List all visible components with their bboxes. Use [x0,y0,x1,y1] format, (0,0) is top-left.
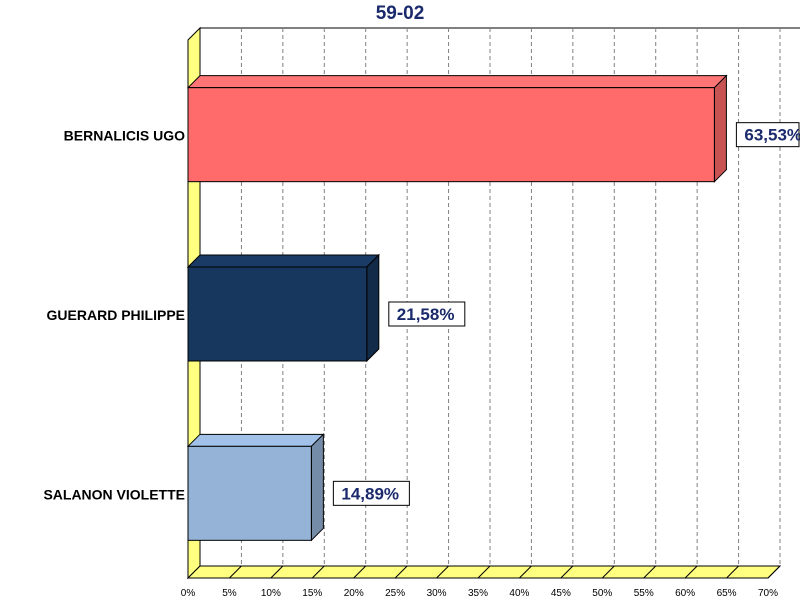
x-tick-label: 30% [427,588,447,599]
data-label: 63,53% [744,126,800,145]
x-tick-label: 20% [344,588,364,599]
x-tick-label: 25% [385,588,405,599]
x-tick-label: 45% [551,588,571,599]
floor-tick-line [229,565,242,579]
bar [187,445,312,541]
x-tick-label: 65% [717,588,737,599]
x-tick-label: 10% [261,588,281,599]
floor-tick-line [601,565,615,579]
bar-side-face [713,74,727,183]
floor-tick-line [311,565,325,579]
x-tick-label: 0% [181,588,196,599]
floor-tick-line [767,565,781,579]
bar [187,87,715,183]
x-tick-label: 35% [468,588,488,599]
bar-top-face [186,433,325,447]
floor-tick-line [477,565,491,579]
x-tick-label: 55% [634,588,654,599]
x-tick-label: 40% [509,588,529,599]
x-tick-label: 15% [302,588,322,599]
data-label-box [735,122,800,148]
data-label-box [332,480,410,506]
bar-top-face [186,75,728,89]
x-tick-label: 5% [222,588,237,599]
category-label: BERNALICIS UGO [64,128,185,144]
floor-tick-line [270,565,284,579]
floor-tick-line [684,565,698,579]
x-tick-label: 60% [675,588,695,599]
bar [187,266,368,362]
x-tick-label: 50% [592,588,612,599]
bar-top-face [186,254,381,268]
data-label: 21,58% [397,305,455,324]
floor-tick-line [353,565,367,579]
x-tick-label: 70% [758,588,778,599]
floor-tick-line [436,565,449,579]
floor-tick-line [560,565,574,579]
floor-tick-line [726,565,739,579]
floor-tick-line [394,565,408,579]
data-label: 14,89% [341,484,399,503]
bar-side-face [310,433,324,542]
chart-title: 59-02 [375,3,425,24]
category-label: GUERARD PHILIPPE [47,307,185,323]
bar-side-face [366,253,380,363]
floor-tick-line [519,565,532,579]
data-label-box [388,301,466,327]
category-label: SALANON VIOLETTE [43,486,185,502]
floor-tick-line [643,565,657,579]
